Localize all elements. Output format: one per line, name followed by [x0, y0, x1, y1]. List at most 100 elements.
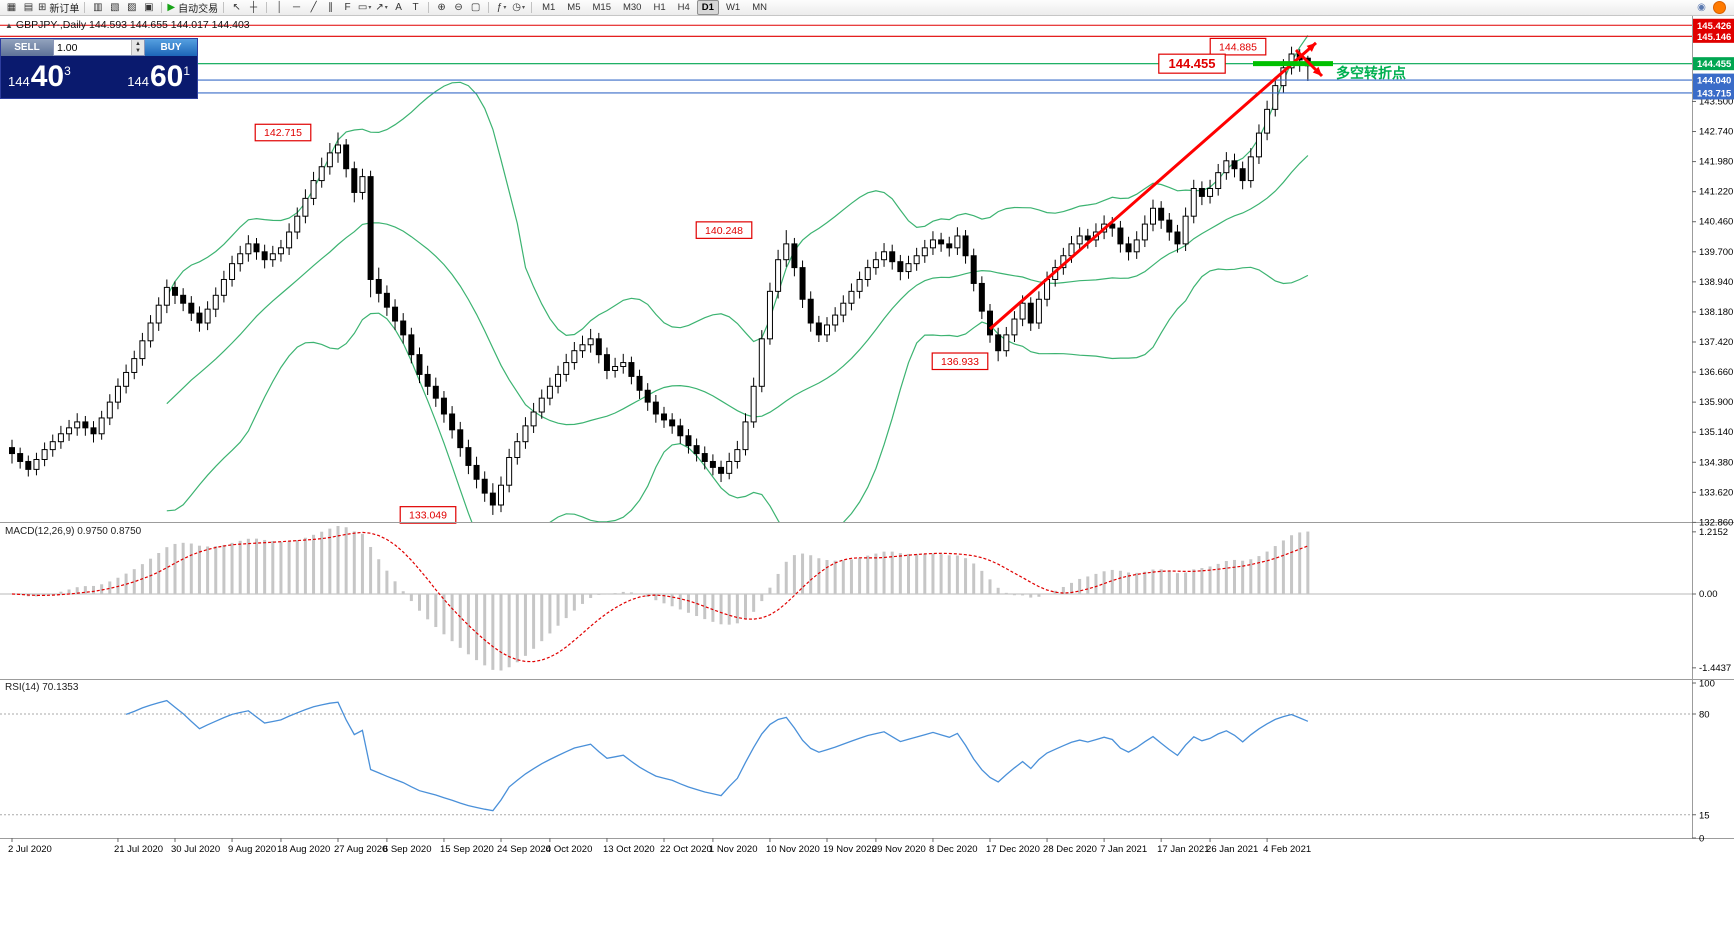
svg-text:143.715: 143.715: [1697, 88, 1732, 99]
zoom-in-icon[interactable]: ⊕: [437, 2, 446, 13]
svg-text:21 Jul 2020: 21 Jul 2020: [114, 844, 163, 855]
svg-text:100: 100: [1699, 679, 1715, 690]
svg-text:135.140: 135.140: [1699, 427, 1733, 438]
timeframe-mn[interactable]: MN: [752, 2, 767, 13]
new-chart-icon[interactable]: ▦: [6, 2, 17, 13]
volume-input[interactable]: [54, 40, 131, 55]
sell-button[interactable]: SELL: [1, 39, 53, 56]
svg-text:136.660: 136.660: [1699, 367, 1733, 378]
indicators-icon[interactable]: ƒ ▾: [496, 2, 507, 13]
svg-text:145.146: 145.146: [1697, 32, 1731, 43]
svg-text:19 Nov 2020: 19 Nov 2020: [823, 844, 877, 855]
svg-text:17 Jan 2021: 17 Jan 2021: [1157, 844, 1209, 855]
volume-spin-buttons[interactable]: ▲ ▼: [131, 40, 144, 55]
svg-text:4 Oct 2020: 4 Oct 2020: [546, 844, 592, 855]
buy-button[interactable]: BUY: [145, 39, 197, 56]
horizontal-line-icon[interactable]: ─: [293, 2, 301, 13]
label-icon[interactable]: T: [412, 2, 419, 13]
svg-text:141.220: 141.220: [1699, 187, 1733, 198]
timeframe-m1[interactable]: M1: [542, 2, 556, 13]
svg-text:24 Sep 2020: 24 Sep 2020: [497, 844, 551, 855]
volume-stepper[interactable]: ▲ ▼: [53, 39, 145, 56]
svg-text:136.933: 136.933: [941, 356, 979, 368]
svg-text:30 Jul 2020: 30 Jul 2020: [171, 844, 220, 855]
svg-text:6 Sep 2020: 6 Sep 2020: [383, 844, 432, 855]
crosshair-icon[interactable]: ┼: [250, 2, 258, 13]
vertical-line-icon[interactable]: │: [276, 2, 283, 13]
shapes-icon[interactable]: ▭ ▾: [357, 2, 372, 13]
data-window-icon[interactable]: ▧: [110, 2, 120, 13]
svg-text:138.180: 138.180: [1699, 307, 1733, 318]
svg-text:17 Dec 2020: 17 Dec 2020: [986, 844, 1040, 855]
svg-text:144.885: 144.885: [1219, 41, 1257, 53]
timeframe-m5[interactable]: M5: [567, 2, 581, 13]
trade-panel-controls: SELL ▲ ▼ BUY: [1, 39, 197, 56]
period-settings-icon[interactable]: ◷ ▾: [512, 2, 525, 13]
svg-text:135.900: 135.900: [1699, 397, 1733, 408]
fibonacci-icon[interactable]: F: [344, 2, 351, 13]
timeframe-w1[interactable]: W1: [725, 2, 741, 13]
volume-down-button[interactable]: ▼: [135, 47, 141, 54]
market-watch-icon[interactable]: ▥: [93, 2, 103, 13]
svg-text:15 Sep 2020: 15 Sep 2020: [440, 844, 494, 855]
new-order-button[interactable]: ⊞ 新订单: [38, 2, 80, 15]
text-icon[interactable]: A: [395, 2, 402, 13]
timeframe-h1[interactable]: H1: [653, 2, 666, 13]
terminal-icon[interactable]: ▣: [144, 2, 154, 13]
svg-text:142.715: 142.715: [264, 127, 302, 139]
volume-up-button[interactable]: ▲: [135, 40, 141, 47]
svg-text:15: 15: [1699, 810, 1710, 821]
timeframe-m15[interactable]: M15: [592, 2, 611, 13]
svg-text:7 Jan 2021: 7 Jan 2021: [1100, 844, 1147, 855]
navigator-icon[interactable]: ▨: [127, 2, 137, 13]
svg-text:多空转折点: 多空转折点: [1336, 65, 1406, 81]
equidistant-channel-icon[interactable]: ∥: [328, 2, 334, 13]
trendline-icon[interactable]: ╱: [310, 2, 317, 13]
toolbar-divider: [266, 2, 268, 13]
chart-symbol-icon: ▲: [5, 21, 13, 30]
toolbar: ▦ ▤ ⊞ 新订单 ▥ ▧ ▨ ▣ ▶ 自动交易 ↖ ┼ │ ─ ╱ ∥ F ▭ ▾ ↗ ▾ A T ⊕ ⊖ ▢ ƒ ▾ ◷ ▾ M1 M5…: [0, 0, 1734, 16]
svg-text:139.700: 139.700: [1699, 247, 1733, 258]
timeframe-h4[interactable]: H4: [677, 2, 690, 13]
svg-text:18 Aug 2020: 18 Aug 2020: [277, 844, 330, 855]
one-click-trading-panel: SELL ▲ ▼ BUY 144403 144601: [0, 38, 198, 99]
svg-text:142.740: 142.740: [1699, 127, 1733, 138]
symbol-ohlc-text: GBPJPY-,Daily 144.593 144.655 144.017 14…: [15, 19, 250, 31]
buy-price[interactable]: 144601: [127, 60, 190, 93]
autotrading-button[interactable]: ▶ 自动交易: [167, 2, 219, 15]
svg-text:13 Oct 2020: 13 Oct 2020: [603, 844, 655, 855]
svg-text:133.620: 133.620: [1699, 487, 1733, 498]
svg-text:145.426: 145.426: [1697, 21, 1731, 32]
svg-text:26 Jan 2021: 26 Jan 2021: [1206, 844, 1258, 855]
cursor-icon[interactable]: ↖: [232, 2, 241, 13]
svg-text:144.040: 144.040: [1697, 76, 1731, 87]
svg-text:0.00: 0.00: [1699, 589, 1718, 600]
svg-text:22 Oct 2020: 22 Oct 2020: [660, 844, 712, 855]
notification-badge[interactable]: [1713, 1, 1726, 14]
svg-text:140.248: 140.248: [705, 225, 743, 237]
svg-text:9 Aug 2020: 9 Aug 2020: [228, 844, 276, 855]
svg-text:138.940: 138.940: [1699, 277, 1733, 288]
sell-price[interactable]: 144403: [8, 60, 71, 93]
svg-text:144.455: 144.455: [1697, 59, 1732, 70]
arrows-icon[interactable]: ↗ ▾: [375, 2, 388, 13]
toolbar-right: ◉: [1693, 0, 1731, 15]
svg-text:28 Dec 2020: 28 Dec 2020: [1043, 844, 1097, 855]
price-chart[interactable]: 142.715140.248136.933133.049144.885144.4…: [0, 16, 1734, 937]
timeframe-d1[interactable]: D1: [696, 0, 719, 15]
svg-text:27 Aug 2020: 27 Aug 2020: [334, 844, 387, 855]
zoom-out-icon[interactable]: ⊖: [454, 2, 463, 13]
profiles-icon[interactable]: ▤: [23, 2, 34, 13]
svg-text:-1.4437: -1.4437: [1699, 663, 1731, 674]
svg-text:141.980: 141.980: [1699, 157, 1733, 168]
svg-text:2 Jul 2020: 2 Jul 2020: [8, 844, 52, 855]
tile-windows-icon[interactable]: ▢: [470, 2, 481, 13]
svg-text:4 Feb 2021: 4 Feb 2021: [1263, 844, 1311, 855]
svg-text:10 Nov 2020: 10 Nov 2020: [766, 844, 820, 855]
timeframe-m30[interactable]: M30: [622, 2, 642, 13]
svg-text:29 Nov 2020: 29 Nov 2020: [872, 844, 926, 855]
chart-area: 142.715 140.248 136.933 133.049 144.885 144.4…: [0, 16, 1734, 937]
svg-text:132.860: 132.860: [1699, 517, 1733, 528]
community-icon[interactable]: ◉: [1697, 2, 1706, 13]
